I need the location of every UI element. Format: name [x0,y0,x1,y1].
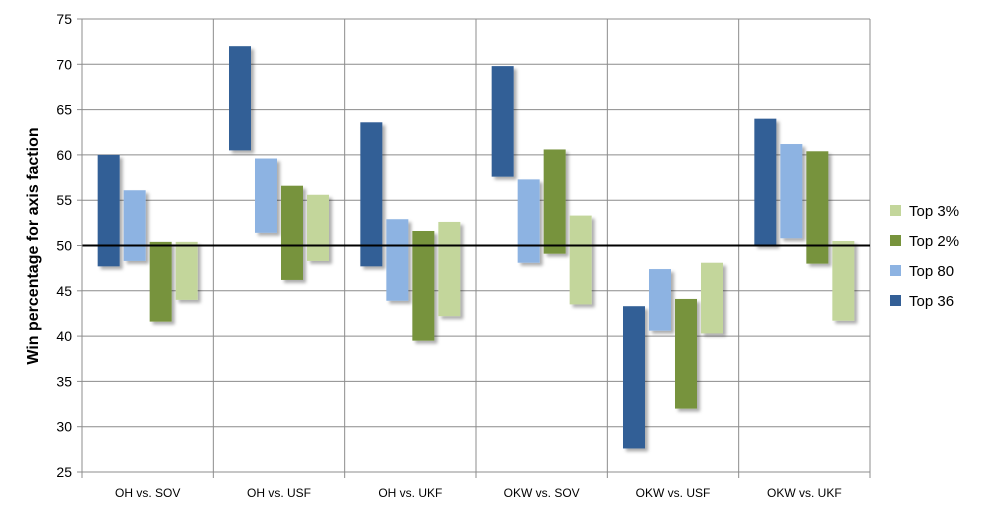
bar-top-80-5 [780,144,803,239]
bar-top-2--5 [806,151,829,264]
bar-top-80-0 [123,190,146,261]
bar-top-3--4 [701,262,723,334]
bar-top-36-5 [754,118,777,246]
bar-top-80-3 [517,179,540,263]
bar-top-3--1 [307,194,329,261]
legend-label: Top 2% [909,233,959,250]
legend-label: Top 36 [909,293,954,310]
x-category-label: OKW vs. UKF [767,486,842,500]
bar-top-2--3 [543,149,566,254]
y-tick-label: 35 [56,373,72,389]
y-tick-label: 75 [56,11,72,27]
legend-swatch [890,235,901,246]
bar-top-3--2 [438,221,461,317]
y-tick-label: 70 [56,56,72,72]
bar-top-36-3 [491,66,514,177]
x-category-label: OH vs. USF [247,486,311,500]
y-axis-title: Win percentage for axis faction [25,127,42,364]
bar-top-2--4 [675,298,697,409]
bar-top-3--0 [175,241,198,300]
bar-top-80-4 [649,269,671,331]
bar-top-80-2 [386,219,409,301]
bar-top-3--3 [569,215,592,305]
x-category-label: OKW vs. SOV [504,486,580,500]
bar-top-36-4 [623,306,645,449]
y-tick-label: 25 [56,464,72,480]
legend-label: Top 3% [909,203,959,220]
y-tick-label: 30 [56,419,72,435]
legend-swatch [890,295,901,306]
y-tick-label: 65 [56,102,72,118]
bar-top-80-1 [255,158,277,233]
y-tick-label: 45 [56,283,72,299]
bar-top-36-2 [360,122,383,267]
legend-swatch [890,205,901,216]
bar-top-3--5 [832,240,855,321]
y-tick-label: 55 [56,192,72,208]
bar-top-2--1 [281,185,303,280]
x-category-label: OH vs. SOV [115,486,180,500]
bar-top-36-1 [229,46,251,151]
y-tick-label: 50 [56,238,72,254]
bar-top-2--0 [149,241,172,322]
x-category-label: OH vs. UKF [378,486,442,500]
bar-top-2--2 [412,231,435,341]
x-category-label: OKW vs. USF [636,486,711,500]
bar-top-36-0 [97,154,120,267]
y-tick-label: 60 [56,147,72,163]
legend-swatch [890,265,901,276]
legend-label: Top 80 [909,263,954,280]
y-tick-label: 40 [56,328,72,344]
